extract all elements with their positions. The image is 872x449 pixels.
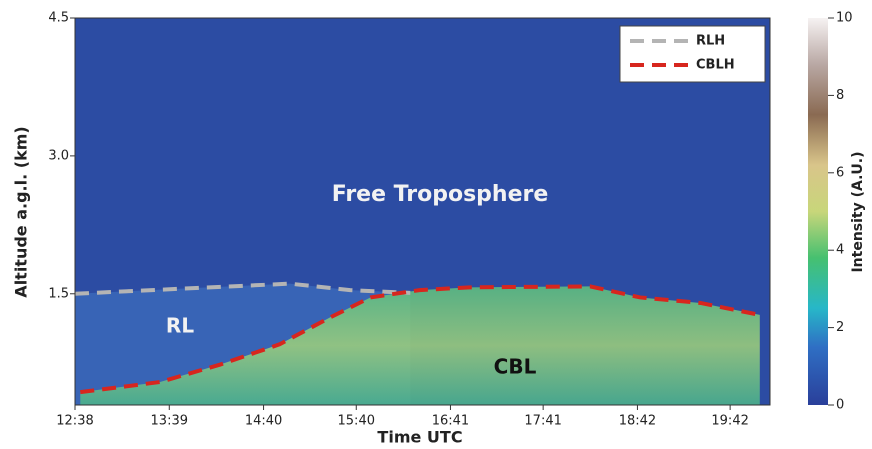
layer-height-line [80, 284, 761, 395]
y-tick-label: 4.5 [48, 11, 69, 26]
x-tick-label: 13:39 [151, 414, 188, 429]
cbl-region [80, 286, 760, 405]
x-tick-label: 12:38 [56, 414, 93, 429]
annotation: CBL [494, 355, 537, 379]
y-axis-title: Altitude a.g.l. (km) [12, 126, 31, 297]
annotation: Free Troposphere [332, 182, 549, 207]
y-tick-label: 3.0 [48, 148, 69, 163]
x-axis-title: Time UTC [377, 428, 462, 447]
legend: RLH CBLH [630, 34, 735, 73]
colorbar-tick-label: 4 [836, 243, 844, 258]
x-tick-label: 16:41 [432, 414, 469, 429]
colorbar-tick-label: 0 [836, 398, 844, 413]
x-tick-label: 18:42 [619, 414, 656, 429]
colorbar-tick-label: 8 [836, 88, 844, 103]
colorbar-title: Intensity (A.U.) [850, 151, 866, 272]
colorbar-tick-label: 10 [836, 11, 853, 26]
x-tick-label: 15:40 [338, 414, 375, 429]
x-tick-label: 19:42 [711, 414, 748, 429]
colorbar-tick-label: 6 [836, 165, 844, 180]
legend-label: CBLH [696, 58, 735, 73]
legend-box [619, 25, 766, 83]
layer-height-line [74, 281, 411, 296]
x-tick-label: 17:41 [524, 414, 561, 429]
plot-frame [74, 17, 771, 406]
y-tick-label: 1.5 [48, 286, 69, 301]
colorbar [808, 18, 828, 405]
colorbar-tick-label: 2 [836, 320, 844, 335]
legend-label: RLH [696, 34, 725, 49]
x-tick-label: 14:40 [245, 414, 282, 429]
plot [74, 281, 761, 405]
annotation: RL [166, 314, 194, 338]
